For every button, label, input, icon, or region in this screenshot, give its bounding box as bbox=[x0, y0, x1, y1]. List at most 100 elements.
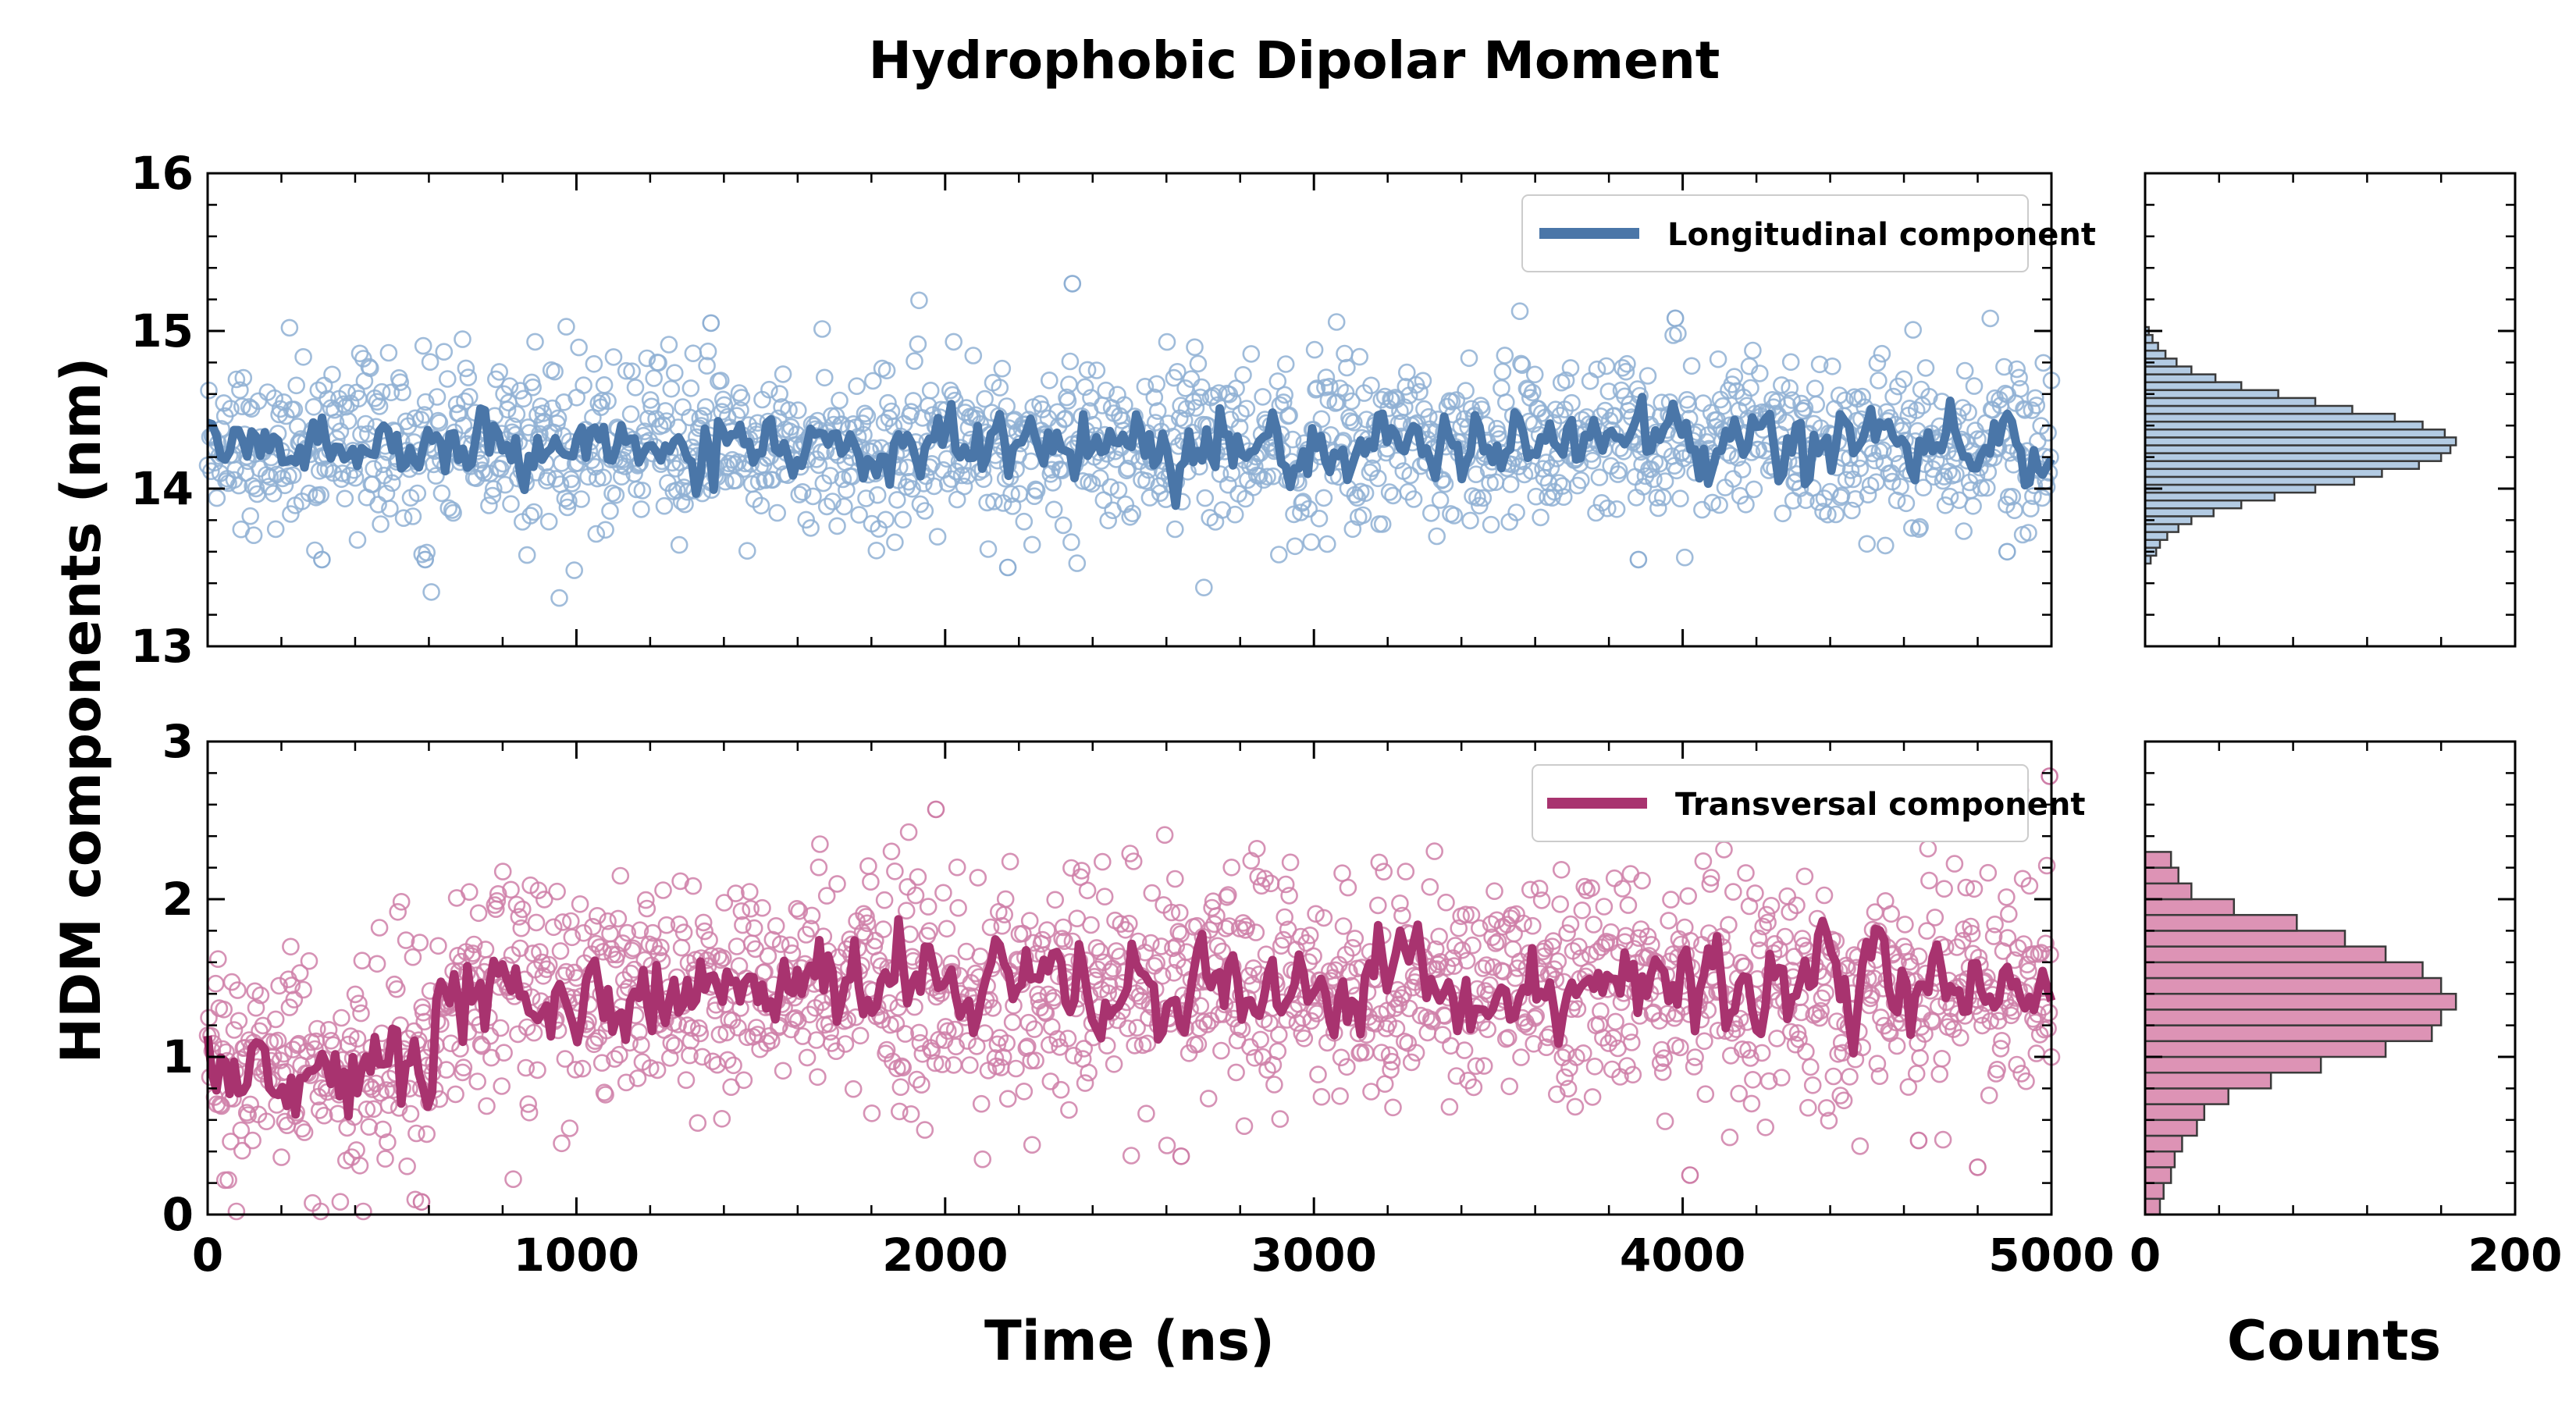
scatter-point bbox=[1143, 884, 1162, 902]
scatter-point bbox=[1694, 394, 1713, 412]
scatter-point bbox=[511, 382, 529, 400]
scatter-point bbox=[1370, 853, 1389, 872]
scatter-point bbox=[2011, 379, 2030, 398]
scatter-point bbox=[1773, 1069, 1791, 1087]
scatter-point bbox=[836, 1035, 855, 1053]
scatter-point bbox=[1851, 1137, 1870, 1155]
scatter-point bbox=[1457, 382, 1475, 400]
scatter-point bbox=[544, 918, 563, 937]
scatter-point bbox=[1112, 915, 1130, 933]
scatter-point bbox=[1988, 1061, 2006, 1079]
hist-x-tick-label: 200 bbox=[2467, 1229, 2562, 1282]
scatter-point bbox=[674, 923, 693, 941]
scatter-point bbox=[1369, 469, 1387, 488]
scatter-point bbox=[1806, 379, 1824, 398]
scatter-point bbox=[336, 489, 354, 508]
histogram-bar bbox=[2144, 539, 2161, 549]
scatter-point bbox=[525, 503, 543, 521]
scatter-point bbox=[247, 998, 265, 1017]
scatter-point bbox=[652, 938, 670, 957]
scatter-point bbox=[1485, 882, 1503, 900]
scatter-point bbox=[802, 919, 820, 937]
scatter-point bbox=[1907, 401, 1926, 419]
scatter-point bbox=[1020, 912, 1039, 930]
scatter-point bbox=[1232, 404, 1250, 423]
scatter-point bbox=[1648, 489, 1667, 507]
scatter-point bbox=[404, 948, 422, 966]
scatter-point bbox=[1617, 927, 1635, 945]
scatter-point bbox=[1467, 1057, 1485, 1076]
scatter-point bbox=[621, 405, 640, 423]
scatter-point bbox=[611, 866, 630, 885]
scatter-point bbox=[480, 496, 498, 514]
scatter-point bbox=[628, 480, 646, 499]
scatter-point bbox=[272, 1148, 290, 1166]
scatter-point bbox=[1623, 1033, 1641, 1051]
scatter-point bbox=[1751, 941, 1769, 959]
scatter-point bbox=[1599, 382, 1618, 400]
scatter-point bbox=[391, 373, 410, 392]
scatter-point bbox=[575, 924, 592, 942]
scatter-point bbox=[1583, 451, 1602, 470]
scatter-point bbox=[1882, 905, 1900, 923]
scatter-point bbox=[1091, 469, 1109, 487]
scatter-point bbox=[454, 330, 471, 348]
histogram-bar bbox=[2144, 882, 2193, 901]
scatter-point bbox=[257, 1112, 276, 1130]
scatter-point bbox=[1681, 932, 1699, 950]
scatter-point bbox=[1986, 916, 2004, 934]
scatter-point bbox=[1340, 963, 1358, 981]
histogram-bar bbox=[2144, 930, 2347, 948]
y-tick-label: 14 bbox=[130, 462, 194, 515]
scatter-point bbox=[348, 531, 367, 550]
scatter-point bbox=[986, 1049, 1005, 1067]
scatter-point bbox=[1147, 375, 1165, 393]
scatter-point bbox=[1846, 489, 1865, 508]
scatter-point bbox=[610, 1045, 628, 1064]
scatter-point bbox=[525, 1023, 543, 1042]
scatter-point bbox=[906, 886, 925, 905]
scatter-point bbox=[275, 1044, 293, 1063]
scatter-point bbox=[996, 890, 1015, 909]
scatter-point bbox=[1768, 1030, 1786, 1048]
scatter-point bbox=[1362, 1083, 1380, 1101]
scatter-point bbox=[1101, 478, 1119, 496]
scatter-point bbox=[933, 1055, 952, 1073]
scatter-point bbox=[998, 1090, 1017, 1108]
scatter-point bbox=[1026, 480, 1044, 499]
scatter-point bbox=[1484, 958, 1503, 976]
scatter-point bbox=[553, 1134, 571, 1153]
scatter-point bbox=[1271, 1110, 1290, 1128]
scatter-point bbox=[1570, 937, 1588, 955]
scatter-point bbox=[1907, 1065, 1926, 1083]
scatter-point bbox=[1709, 350, 1727, 368]
scatter-point bbox=[334, 395, 353, 414]
x-tick-label: 1000 bbox=[514, 1229, 639, 1282]
scatter-point bbox=[1521, 880, 1539, 899]
scatter-point bbox=[1819, 505, 1837, 524]
scatter-point bbox=[770, 385, 789, 403]
scatter-point bbox=[2005, 951, 2023, 969]
scatter-point bbox=[1219, 886, 1237, 904]
scatter-point bbox=[1398, 363, 1416, 382]
scatter-point bbox=[612, 468, 631, 486]
scatter-point bbox=[1059, 1030, 1077, 1048]
scatter-point bbox=[1507, 503, 1525, 521]
scatter-point bbox=[222, 400, 240, 418]
y-tick-label: 16 bbox=[130, 147, 194, 200]
scatter-point bbox=[1895, 370, 1913, 389]
scatter-point bbox=[1138, 1034, 1157, 1053]
scatter-point bbox=[877, 361, 896, 380]
scatter-point bbox=[976, 389, 994, 408]
scatter-point bbox=[1270, 546, 1288, 564]
scatter-point bbox=[326, 400, 343, 419]
scatter-point bbox=[288, 1036, 307, 1055]
scatter-point bbox=[570, 338, 588, 357]
scatter-point bbox=[265, 389, 284, 407]
scatter-point bbox=[572, 490, 590, 508]
scatter-point bbox=[1336, 344, 1354, 363]
scatter-point bbox=[531, 943, 549, 961]
scatter-point bbox=[1286, 537, 1304, 556]
scatter-point bbox=[1464, 1078, 1483, 1097]
scatter-point bbox=[287, 376, 306, 395]
